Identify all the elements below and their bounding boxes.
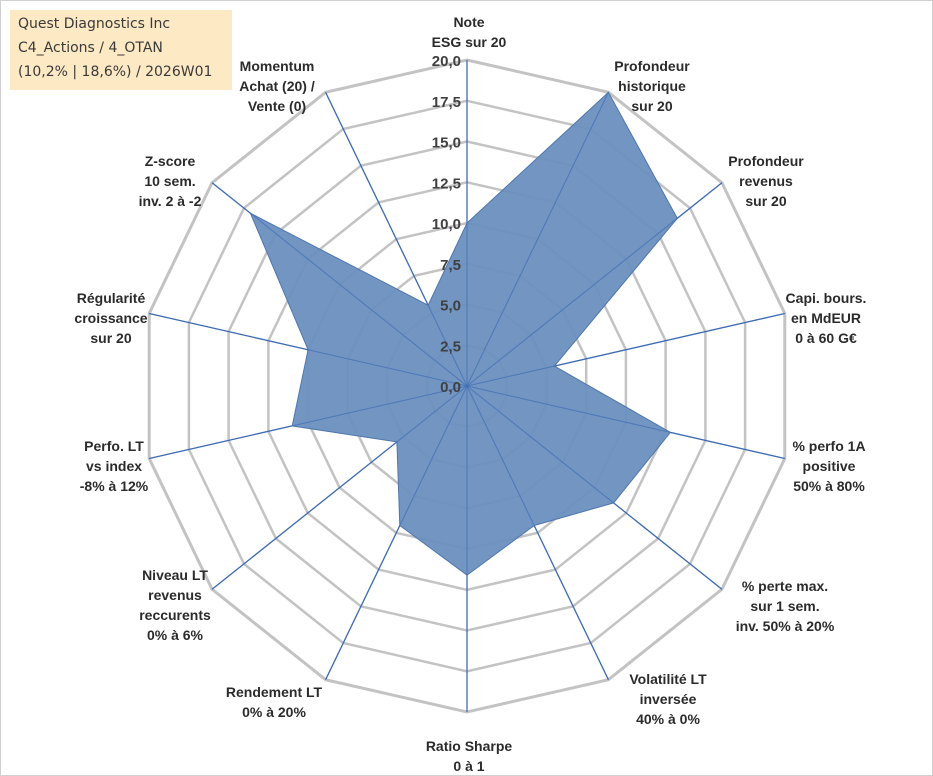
tick-label: 17,5	[432, 94, 461, 111]
category-label-line: Profondeur	[614, 58, 690, 74]
category-label-line: inversée	[640, 691, 697, 707]
tick-label: 0,0	[440, 379, 461, 396]
axis-spoke-overlay	[149, 385, 468, 459]
category-label-line: positive	[803, 458, 856, 474]
category-label-line: Régularité	[77, 290, 146, 306]
category-label-line: 0 à 60 G€	[795, 330, 857, 346]
category-label: % perte max. sur 1 sem. inv. 50% à 20%	[736, 578, 835, 634]
category-label: Régularité croissance sur 20	[74, 290, 147, 346]
category-label-line: 10 sem.	[144, 173, 195, 189]
category-label: % perfo 1A positive 50% à 80%	[792, 438, 865, 494]
category-label: Capi. bours. en MdEUR 0 à 60 G€	[786, 290, 867, 346]
axis-spoke-overlay	[466, 313, 785, 387]
category-label-line: -8% à 12%	[80, 478, 149, 494]
info-box: Quest Diagnostics Inc C4_Actions / 4_OTA…	[10, 10, 232, 90]
portfolio-name: C4_Actions / 4_OTAN	[18, 40, 163, 56]
portfolio-stats: (10,2% | 18,6%) / 2026W01	[18, 64, 213, 80]
category-label-line: en MdEUR	[791, 310, 861, 326]
axis-spoke-overlay	[466, 385, 723, 590]
category-label: Perfo. LT vs index -8% à 12%	[80, 438, 149, 494]
axis-spoke-overlay	[466, 182, 723, 387]
category-label: Momentum Achat (20) / Vente (0)	[239, 58, 315, 114]
company-name: Quest Diagnostics Inc	[18, 16, 171, 32]
category-label-line: 0% à 6%	[147, 627, 204, 643]
category-label-line: Profondeur	[728, 153, 804, 169]
category-label-line: Perfo. LT	[84, 438, 144, 454]
tick-label: 5,0	[440, 298, 461, 315]
category-label-line: sur 20	[90, 330, 131, 346]
category-label: Niveau LT revenus reccurents 0% à 6%	[139, 567, 211, 643]
category-label: Note ESG sur 20	[432, 14, 507, 50]
tick-label: 10,0	[432, 216, 461, 233]
axis-spoke-overlay	[211, 182, 468, 387]
category-label-line: revenus	[739, 173, 793, 189]
category-label: Z-score 10 sem. inv. 2 à -2	[139, 153, 202, 209]
tick-label: 20,0	[432, 53, 461, 70]
category-label: Ratio Sharpe 0 à 1	[426, 738, 513, 774]
category-label-line: Vente (0)	[248, 98, 306, 114]
category-label: Volatilité LT inversée 40% à 0%	[629, 671, 707, 727]
tick-label: 7,5	[440, 257, 461, 274]
axis-spoke-overlay	[466, 385, 785, 459]
axis-spoke-overlay	[466, 385, 609, 680]
category-label-line: Ratio Sharpe	[426, 738, 513, 754]
category-label-line: reccurents	[139, 607, 211, 623]
axis-spoke-overlay	[325, 92, 468, 387]
axis-spoke-overlay	[466, 92, 609, 387]
category-label-line: Niveau LT	[142, 567, 208, 583]
category-label-line: inv. 2 à -2	[139, 193, 202, 209]
category-label: Profondeur historique sur 20	[614, 58, 690, 114]
tick-label: 2,5	[440, 338, 461, 355]
category-label-line: historique	[618, 78, 686, 94]
category-label: Rendement LT 0% à 20%	[226, 684, 323, 720]
category-label-line: Volatilité LT	[629, 671, 707, 687]
category-label: Profondeur revenus sur 20	[728, 153, 804, 209]
category-label-line: % perte max.	[742, 578, 828, 594]
category-label-line: % perfo 1A	[792, 438, 865, 454]
axis-spoke-overlay	[211, 385, 468, 590]
category-label-line: 0% à 20%	[242, 704, 306, 720]
category-label-line: sur 1 sem.	[750, 598, 819, 614]
category-label-line: ESG sur 20	[432, 34, 507, 50]
category-label-line: Note	[453, 14, 484, 30]
category-label-line: 50% à 80%	[793, 478, 865, 494]
category-label-line: Momentum	[240, 58, 315, 74]
tick-label: 12,5	[432, 175, 461, 192]
category-label-line: revenus	[148, 587, 202, 603]
axis-spoke-overlay	[325, 385, 468, 680]
category-label-line: Rendement LT	[226, 684, 323, 700]
category-label-line: vs index	[86, 458, 142, 474]
axis-spoke-overlay	[149, 313, 468, 387]
category-label-line: 0 à 1	[453, 758, 484, 774]
category-label-line: Z-score	[145, 153, 196, 169]
category-label-line: sur 20	[745, 193, 786, 209]
category-label-line: inv. 50% à 20%	[736, 618, 835, 634]
category-label-line: 40% à 0%	[636, 711, 700, 727]
category-label-line: Achat (20) /	[239, 78, 315, 94]
tick-label: 15,0	[432, 135, 461, 152]
category-label-line: croissance	[74, 310, 147, 326]
category-label-line: sur 20	[631, 98, 672, 114]
category-label-line: Capi. bours.	[786, 290, 867, 306]
